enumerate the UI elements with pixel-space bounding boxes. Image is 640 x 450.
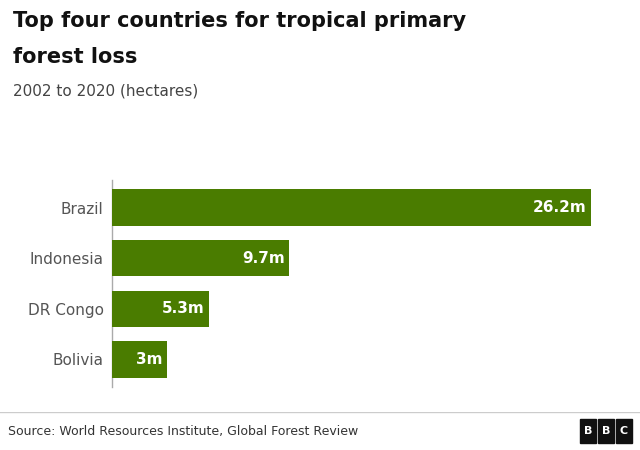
- Text: Source: World Resources Institute, Global Forest Review: Source: World Resources Institute, Globa…: [8, 425, 358, 438]
- Bar: [112, 240, 289, 276]
- FancyBboxPatch shape: [598, 418, 614, 443]
- Bar: [112, 189, 591, 226]
- Text: 9.7m: 9.7m: [242, 251, 285, 266]
- Text: 5.3m: 5.3m: [161, 302, 204, 316]
- FancyBboxPatch shape: [616, 418, 632, 443]
- FancyBboxPatch shape: [580, 418, 596, 443]
- Bar: [112, 341, 167, 378]
- Text: forest loss: forest loss: [13, 47, 137, 67]
- Text: C: C: [620, 426, 628, 436]
- Text: B: B: [602, 426, 610, 436]
- Bar: [112, 291, 209, 327]
- Text: 26.2m: 26.2m: [532, 200, 586, 215]
- Text: 2002 to 2020 (hectares): 2002 to 2020 (hectares): [13, 83, 198, 98]
- Text: 3m: 3m: [136, 352, 163, 367]
- Text: Top four countries for tropical primary: Top four countries for tropical primary: [13, 11, 466, 31]
- Text: B: B: [584, 426, 592, 436]
